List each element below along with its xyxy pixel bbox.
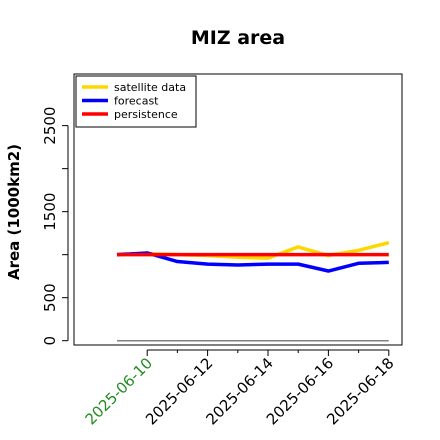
legend-label: satellite data	[114, 81, 186, 94]
x-axis: 2025-06-102025-06-122025-06-142025-06-16…	[82, 349, 398, 428]
series-lines	[116, 240, 390, 273]
y-tick-label: 2500	[41, 107, 59, 145]
chart-title: MIZ area	[191, 27, 285, 49]
y-tick-label: 1500	[41, 193, 59, 231]
y-tick-label: 0	[41, 336, 59, 346]
y-axis: 0 500 1500 2500	[41, 107, 69, 346]
legend-label: forecast	[114, 95, 159, 108]
y-axis-label: Area (1000km2)	[5, 144, 23, 280]
legend-label: persistence	[114, 108, 178, 121]
plot-frame	[73, 73, 403, 346]
series-line-forecast	[116, 251, 389, 273]
y-tick-label: 500	[41, 283, 59, 312]
